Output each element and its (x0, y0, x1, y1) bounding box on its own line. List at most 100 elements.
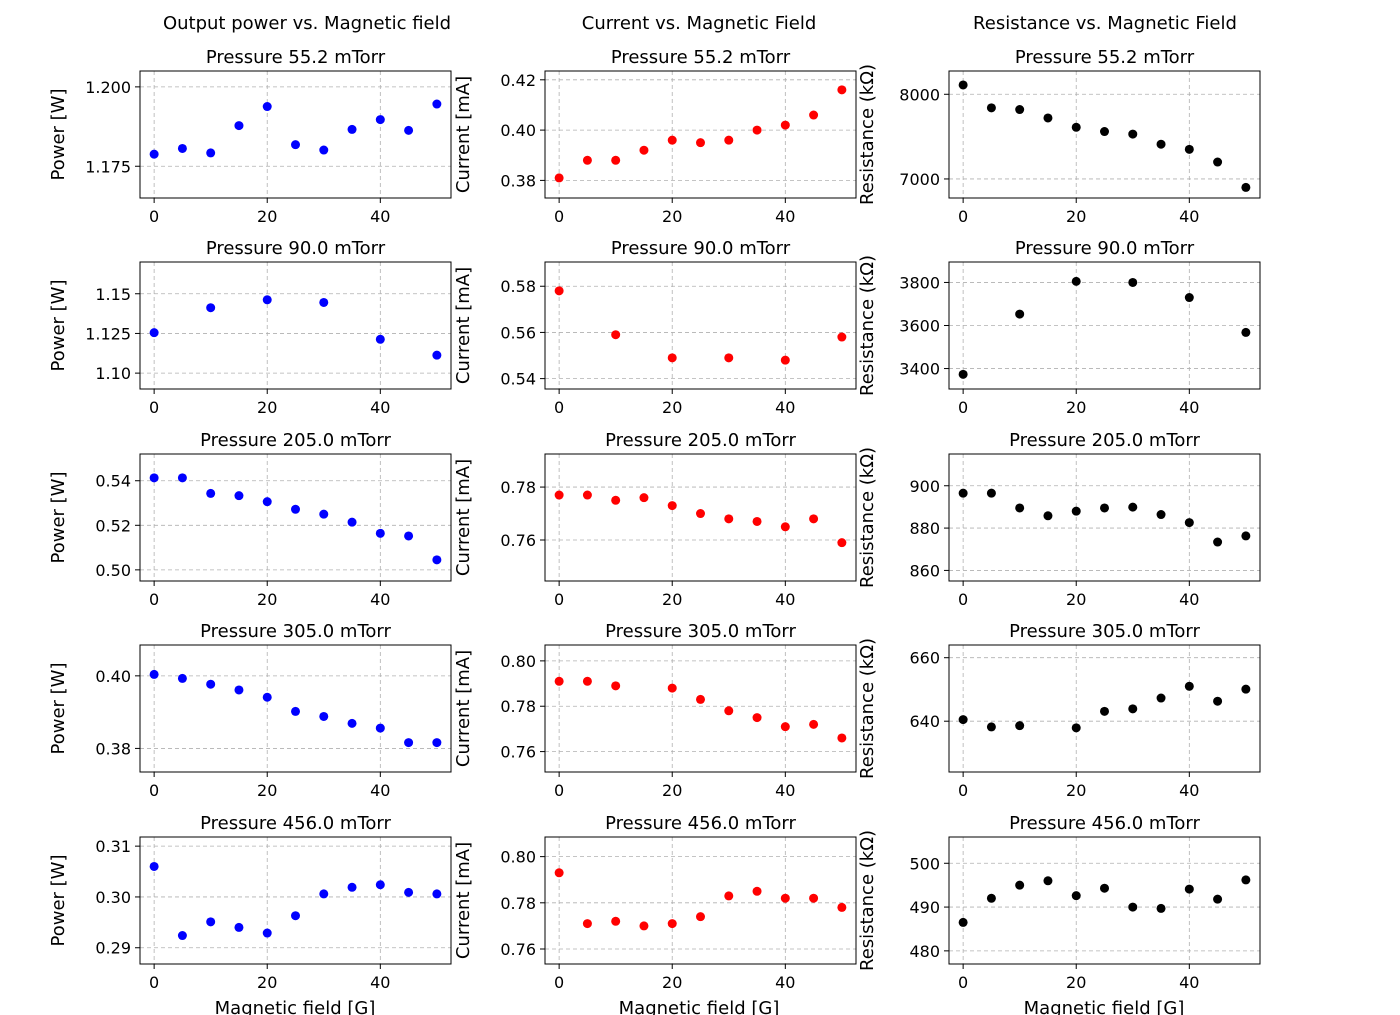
data-point (752, 516, 762, 526)
data-point (1015, 880, 1025, 890)
x-tick-label: 0 (958, 781, 968, 800)
y-tick-label: 0.78 (500, 478, 536, 497)
data-point (319, 145, 329, 155)
subplot-title: Pressure 456.0 mTorr (605, 813, 796, 834)
subplot-title: Pressure 456.0 mTorr (1009, 813, 1200, 834)
data-point (291, 140, 300, 150)
x-tick-label: 40 (1179, 398, 1199, 417)
x-tick-label: 0 (149, 207, 159, 226)
data-point (724, 514, 734, 524)
data-point (149, 149, 159, 159)
data-point (986, 893, 996, 903)
data-point (958, 80, 968, 90)
x-tick-label: 40 (370, 781, 390, 800)
data-point (1156, 903, 1166, 913)
data-point (582, 919, 592, 929)
x-tick-label: 0 (149, 781, 159, 800)
y-tick-label: 0.54 (95, 472, 131, 491)
data-point (611, 495, 621, 505)
data-point (177, 931, 187, 941)
data-point (432, 738, 442, 748)
subplot-current-r5: 0 20 40 0.76 0.78 0.80 Pressure 456.0 mTorr Cur… (453, 813, 857, 992)
data-point (291, 706, 300, 716)
y-tick-label: 860 (909, 561, 940, 580)
x-tick-label: 40 (1179, 973, 1199, 992)
axes-frame (139, 644, 452, 773)
data-point (780, 355, 790, 365)
axes-frame (948, 836, 1261, 965)
data-point (639, 145, 649, 155)
x-tick-label: 40 (370, 207, 390, 226)
y-tick-label: 0.54 (500, 370, 536, 389)
data-point (696, 138, 705, 148)
x-tick-label: 0 (958, 590, 968, 609)
data-point (554, 676, 564, 686)
x-tick-label: 40 (1179, 207, 1199, 226)
data-point (667, 135, 677, 145)
x-tick-label: 20 (257, 590, 277, 609)
data-point (752, 886, 762, 896)
y-tick-label: 0.30 (95, 888, 131, 907)
subplot-resistance-r1: 0 20 40 7000 8000 Pressure 55.2 mTorr Resistan… (857, 47, 1261, 226)
data-point (837, 733, 847, 743)
data-point (375, 528, 385, 538)
data-point (1241, 531, 1251, 541)
data-point (432, 889, 442, 899)
data-point (1128, 129, 1138, 139)
data-point (986, 103, 996, 113)
data-point (262, 295, 272, 305)
x-tick-label: 40 (370, 973, 390, 992)
data-point (1015, 309, 1025, 319)
x-tick-label: 40 (775, 973, 795, 992)
axes-frame (544, 453, 857, 582)
data-point (639, 493, 649, 503)
x-tick-label: 40 (775, 207, 795, 226)
data-point (1241, 684, 1251, 694)
y-tick-label: 3400 (899, 360, 940, 379)
data-point (149, 861, 159, 871)
axes-frame (139, 453, 452, 582)
data-point (206, 917, 216, 927)
data-point (234, 685, 244, 695)
data-point (780, 120, 790, 130)
data-point (582, 676, 592, 686)
data-point (696, 509, 705, 519)
y-axis-label: Current [mA] (453, 267, 474, 384)
xlabel-column-1: Magnetic field [G] (215, 998, 376, 1015)
data-point (206, 148, 216, 158)
data-point (1241, 182, 1251, 192)
x-tick-label: 0 (958, 207, 968, 226)
data-point (404, 887, 414, 897)
x-tick-label: 0 (149, 590, 159, 609)
data-point (262, 102, 272, 112)
data-point (809, 514, 819, 524)
subplot-resistance-r2: 0 20 40 3400 3600 3800 Pressure 90.0 mTorr Resi… (857, 238, 1261, 417)
subplot-title: Pressure 55.2 mTorr (206, 47, 386, 68)
y-tick-label: 0.31 (95, 837, 131, 856)
data-point (234, 121, 244, 131)
data-point (1213, 696, 1223, 706)
data-point (582, 155, 592, 165)
x-tick-label: 20 (257, 398, 277, 417)
data-point (667, 683, 677, 693)
data-point (1128, 502, 1138, 512)
subplot-resistance-r5: 0 20 40 480 490 500 Pressure 456.0 mTorr Resist… (857, 813, 1261, 992)
y-tick-label: 0.56 (500, 323, 536, 342)
x-tick-label: 20 (1066, 973, 1086, 992)
data-point (1100, 127, 1109, 137)
data-point (582, 490, 592, 500)
subplot-title: Pressure 305.0 mTorr (200, 621, 391, 642)
data-point (206, 488, 216, 498)
data-point (319, 711, 329, 721)
data-point (554, 173, 564, 183)
subplot-title: Pressure 55.2 mTorr (611, 47, 791, 68)
y-axis-label: Current [mA] (453, 842, 474, 959)
data-point (1156, 693, 1166, 703)
subplot-title: Pressure 305.0 mTorr (605, 621, 796, 642)
y-tick-label: 500 (909, 854, 940, 873)
y-tick-label: 480 (909, 942, 940, 961)
y-tick-label: 0.50 (95, 561, 131, 580)
data-point (1015, 721, 1025, 731)
data-point (611, 155, 621, 165)
